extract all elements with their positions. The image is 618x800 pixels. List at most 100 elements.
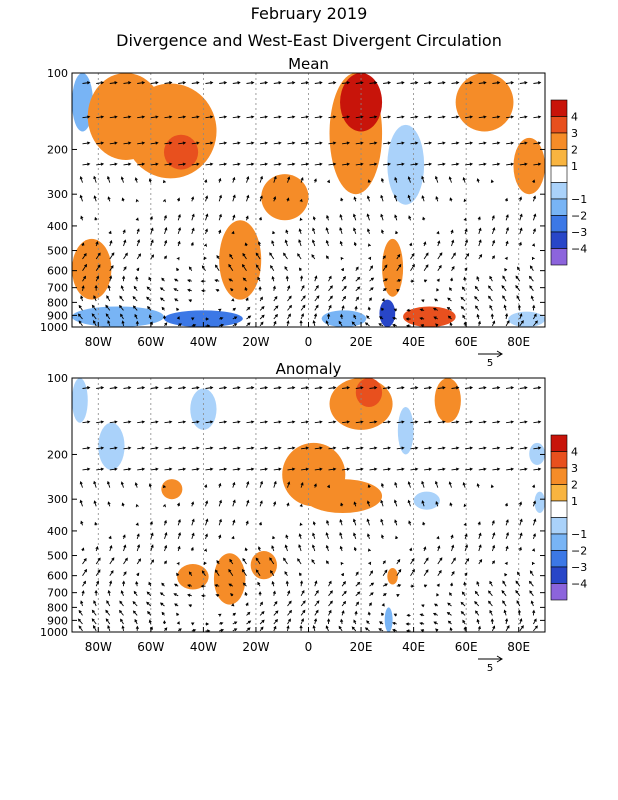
vector-arrow [96, 386, 105, 390]
x-tick-label: 80W [85, 640, 112, 654]
vector-arrow [328, 81, 337, 85]
vector-arrow [82, 252, 87, 260]
vector-arrow [214, 569, 220, 576]
vector-arrow [437, 264, 442, 271]
vector-arrow [328, 590, 333, 597]
vector-arrow [504, 502, 508, 507]
vector-arrow [287, 162, 296, 166]
vector-arrow [340, 561, 344, 566]
vector-arrow [451, 446, 460, 450]
vector-arrow [519, 618, 523, 625]
vector-arrow [273, 115, 282, 119]
vector-arrow [406, 308, 411, 312]
vector-arrow [176, 561, 180, 566]
vector-arrow [176, 621, 180, 625]
panel-title: Mean [288, 55, 329, 73]
vector-arrow [162, 198, 166, 203]
vector-arrow [105, 304, 111, 311]
shaded-region [382, 238, 404, 297]
vector-arrow [164, 446, 173, 450]
vector-arrow [244, 547, 248, 552]
colorbar-swatch [550, 566, 568, 584]
vector-arrow [339, 240, 343, 247]
vector-arrow [424, 467, 433, 471]
vector-arrow [135, 198, 139, 203]
vector-arrow [96, 420, 105, 424]
vector-arrow [82, 420, 91, 424]
vector-arrow [515, 580, 521, 587]
x-tick-label: 60E [455, 640, 478, 654]
vector-arrow [219, 628, 225, 632]
vector-arrow [505, 226, 509, 235]
vector-arrow [351, 626, 357, 632]
vector-arrow [436, 535, 440, 540]
vector-arrow [109, 557, 115, 565]
vector-arrow [123, 239, 127, 247]
vector-arrow [409, 242, 413, 247]
shaded-region [213, 553, 246, 605]
vector-arrow [328, 467, 337, 471]
x-tick-label: 40E [402, 640, 425, 654]
vector-arrow [313, 178, 317, 183]
vector-arrow [355, 266, 359, 271]
vector-arrow [311, 559, 316, 565]
vector-arrow [478, 115, 487, 119]
vector-arrow [505, 519, 509, 526]
vector-arrow [314, 295, 320, 302]
vector-arrow [123, 467, 132, 471]
vector-arrow [394, 481, 398, 488]
vector-arrow [260, 141, 269, 145]
vector-arrow [255, 252, 261, 260]
vector-arrow [355, 591, 361, 597]
vector-arrow [366, 315, 370, 320]
vector-arrow [506, 446, 515, 450]
vector-arrow [504, 256, 508, 260]
vector-arrow [285, 275, 289, 282]
vector-arrow [191, 227, 195, 235]
vector-arrow [232, 176, 236, 183]
vector-arrow [407, 194, 411, 202]
vector-arrow [516, 600, 521, 607]
vector-arrow [137, 162, 146, 166]
y-tick-label: 200 [47, 448, 68, 461]
vector-arrow [258, 591, 262, 596]
vector-arrow [135, 276, 139, 282]
vector-arrow [369, 115, 378, 119]
vector-arrow [301, 81, 310, 85]
vector-arrow [419, 316, 425, 321]
y-tick-label: 900 [47, 614, 68, 627]
vector-arrow [369, 162, 378, 166]
vector-arrow [396, 584, 402, 588]
vector-arrow [447, 297, 452, 302]
vector-arrow [300, 313, 304, 320]
vector-arrow [449, 627, 453, 632]
vector-arrow [109, 420, 118, 424]
vector-arrow [232, 194, 236, 202]
vector-arrow [173, 278, 179, 282]
vector-arrow [355, 115, 364, 119]
vector-arrow [93, 295, 97, 302]
vector-arrow [135, 625, 139, 631]
vector-arrow [298, 228, 302, 235]
vector-arrow [379, 621, 384, 625]
vector-arrow [300, 580, 304, 587]
vector-arrow [433, 621, 439, 625]
vector-arrow [410, 386, 419, 390]
vector-arrow [341, 581, 346, 587]
vector-arrow [410, 162, 419, 166]
vector-arrow [201, 570, 206, 576]
colorbar-swatch [550, 583, 568, 601]
vector-arrow [298, 267, 302, 271]
vector-arrow [328, 580, 332, 587]
vector-arrow [451, 162, 460, 166]
vector-arrow [489, 304, 493, 311]
vector-arrow [312, 319, 316, 327]
vector-arrow [232, 307, 237, 311]
vector-arrow [159, 287, 165, 292]
vector-arrow [146, 591, 152, 597]
vector-arrow [502, 275, 507, 282]
vector-arrow [340, 618, 344, 625]
vector-arrow [476, 581, 480, 587]
vector-arrow [314, 600, 320, 607]
